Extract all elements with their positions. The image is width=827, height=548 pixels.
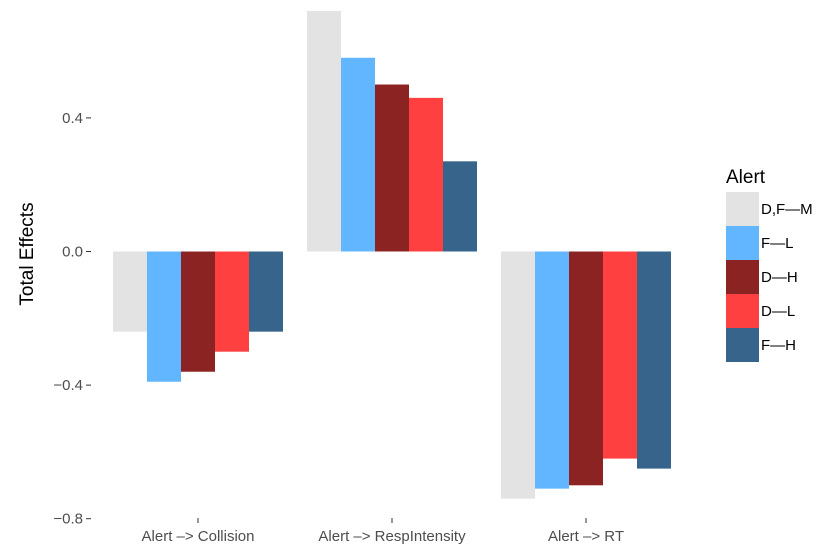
legend-label: D—H [761,269,798,286]
legend-label: D,F—M [761,201,813,218]
bar [215,251,249,352]
bar [181,251,215,372]
bar [375,84,409,252]
bar [603,251,637,459]
bar [249,251,283,332]
legend-title: Alert [726,167,766,188]
legend-label: F—H [761,337,796,354]
x-tick-label: Alert –> Collision [142,528,255,545]
bar [443,161,477,252]
bar [307,11,341,252]
y-axis: −0.8 −0.4 0.0 0.4 [53,110,91,528]
x-axis: Alert –> Collision Alert –> RespIntensity… [142,518,624,545]
legend-key [726,328,759,362]
bar [501,251,535,499]
legend-key [726,294,759,328]
bar [409,97,443,252]
legend-key [726,192,759,226]
legend-label: D—L [761,303,795,320]
legend-label: F—L [761,235,794,252]
x-tick-label: Alert –> RespIntensity [318,528,466,545]
y-tick-label: −0.8 [53,511,83,528]
legend-key [726,226,759,260]
bar [113,251,147,332]
y-axis-title: Total Effects [17,202,38,305]
y-tick-label: 0.0 [62,244,83,261]
bars [113,11,671,499]
y-tick-label: −0.4 [53,377,83,394]
x-tick-label: Alert –> RT [548,528,624,545]
bar [147,251,181,382]
legend-key [726,260,759,294]
bar [637,251,671,469]
y-tick-label: 0.4 [62,110,83,127]
bar [341,57,375,252]
bar [569,251,603,486]
bar [535,251,569,489]
legend: Alert D,F—M F—L D—H D—L F—H [726,167,813,362]
